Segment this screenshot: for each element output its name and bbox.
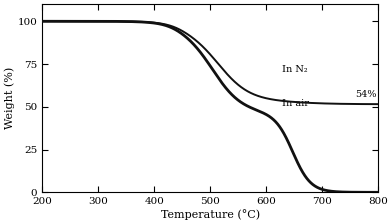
Text: 54%: 54% bbox=[356, 90, 377, 99]
Y-axis label: Weight (%): Weight (%) bbox=[4, 67, 15, 129]
Text: In air: In air bbox=[282, 99, 309, 108]
X-axis label: Temperature (°C): Temperature (°C) bbox=[160, 209, 260, 220]
Text: In N₂: In N₂ bbox=[282, 65, 307, 74]
